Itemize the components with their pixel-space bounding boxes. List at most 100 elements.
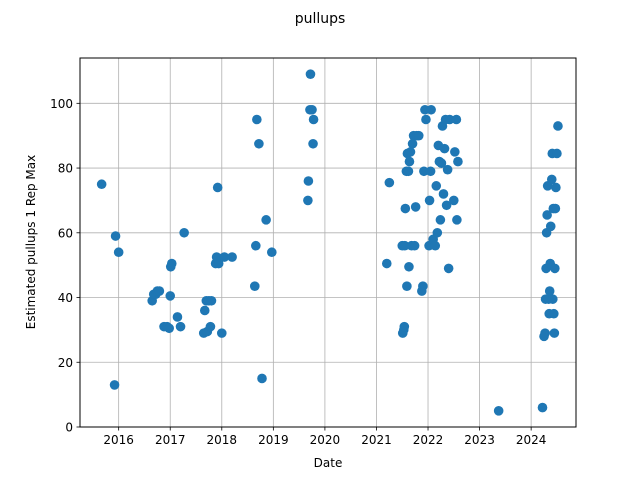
data-point [449, 195, 459, 206]
data-point [403, 166, 414, 177]
y-tick-label: 100 [50, 97, 73, 111]
x-tick-label: 2021 [361, 433, 392, 447]
data-point [109, 380, 120, 390]
data-point [305, 69, 316, 79]
data-point [206, 295, 217, 306]
data-point [402, 281, 412, 291]
data-point [410, 202, 421, 212]
y-tick-label: 0 [65, 421, 73, 435]
data-point [424, 195, 435, 206]
x-tick-label: 2016 [103, 433, 134, 447]
data-point [400, 240, 410, 251]
data-point [426, 104, 436, 115]
data-point [267, 247, 277, 258]
data-point [404, 261, 414, 272]
data-point [549, 328, 560, 338]
data-point [404, 156, 415, 167]
x-axis-label: Date [314, 456, 343, 470]
data-point [443, 263, 454, 274]
data-point [493, 406, 504, 416]
data-point [553, 121, 563, 131]
data-point [113, 247, 124, 258]
data-point [251, 240, 261, 251]
data-point [450, 147, 460, 157]
data-point [409, 240, 420, 251]
data-point [544, 286, 555, 296]
data-point [257, 373, 267, 384]
data-point [399, 321, 410, 332]
x-tick-label: 2018 [207, 433, 238, 447]
y-tick-label: 40 [58, 291, 73, 305]
data-point [444, 114, 455, 125]
data-point [407, 138, 418, 149]
data-point [307, 104, 317, 115]
data-point [400, 203, 411, 214]
data-point [384, 177, 395, 188]
data-point [442, 164, 453, 175]
x-tick-label: 2017 [155, 433, 186, 447]
data-point [545, 221, 556, 232]
data-point [551, 182, 561, 193]
data-point [213, 258, 224, 269]
data-point [96, 179, 107, 190]
data-point [227, 252, 237, 262]
data-points [96, 69, 563, 416]
plot-frame [79, 57, 577, 428]
x-tick-label: 2019 [258, 433, 289, 447]
data-point [540, 328, 550, 338]
data-point [542, 210, 552, 220]
y-axis-label: Estimated pullups 1 Rep Max [24, 155, 38, 330]
data-point [418, 281, 428, 291]
data-point [547, 294, 558, 304]
data-point [252, 114, 262, 125]
y-tick-label: 20 [58, 356, 73, 370]
grid-lines [80, 58, 576, 428]
y-axis: 0 20 40 60 80 100 [50, 97, 80, 435]
data-point [303, 176, 314, 186]
data-point [219, 252, 230, 262]
data-point [436, 158, 447, 168]
data-point [261, 215, 271, 225]
data-point [432, 227, 443, 238]
data-point [435, 215, 446, 225]
data-point [154, 286, 165, 296]
data-point [381, 258, 392, 269]
data-point [453, 156, 463, 167]
data-point [452, 215, 462, 225]
data-point [199, 305, 210, 316]
data-point [249, 281, 260, 291]
data-point [303, 195, 313, 206]
data-point [179, 227, 189, 238]
data-point [110, 231, 121, 241]
data-point [546, 174, 557, 185]
data-point [308, 138, 318, 149]
data-point [431, 181, 442, 191]
data-point [172, 312, 183, 322]
data-point [438, 189, 449, 199]
data-point [421, 114, 431, 125]
x-tick-label: 2023 [464, 433, 495, 447]
data-point [205, 321, 216, 332]
data-point [308, 114, 319, 125]
data-point [212, 182, 223, 193]
x-axis: 2016 2017 2018 2019 2020 2021 2022 2023 2024 [103, 427, 546, 447]
data-point [216, 328, 227, 338]
data-point [549, 308, 559, 319]
y-tick-label: 80 [58, 162, 73, 176]
data-point [405, 147, 416, 157]
data-point [166, 258, 177, 269]
data-point [164, 323, 174, 334]
data-point [441, 200, 452, 211]
data-point [439, 143, 450, 154]
data-point [451, 114, 462, 125]
data-point [550, 203, 561, 214]
data-point [413, 130, 424, 141]
data-point [254, 138, 264, 149]
data-point [175, 321, 186, 332]
y-tick-label: 60 [58, 226, 73, 240]
data-point [419, 166, 429, 177]
data-point [430, 240, 441, 251]
data-point [537, 402, 548, 413]
x-tick-label: 2020 [310, 433, 341, 447]
